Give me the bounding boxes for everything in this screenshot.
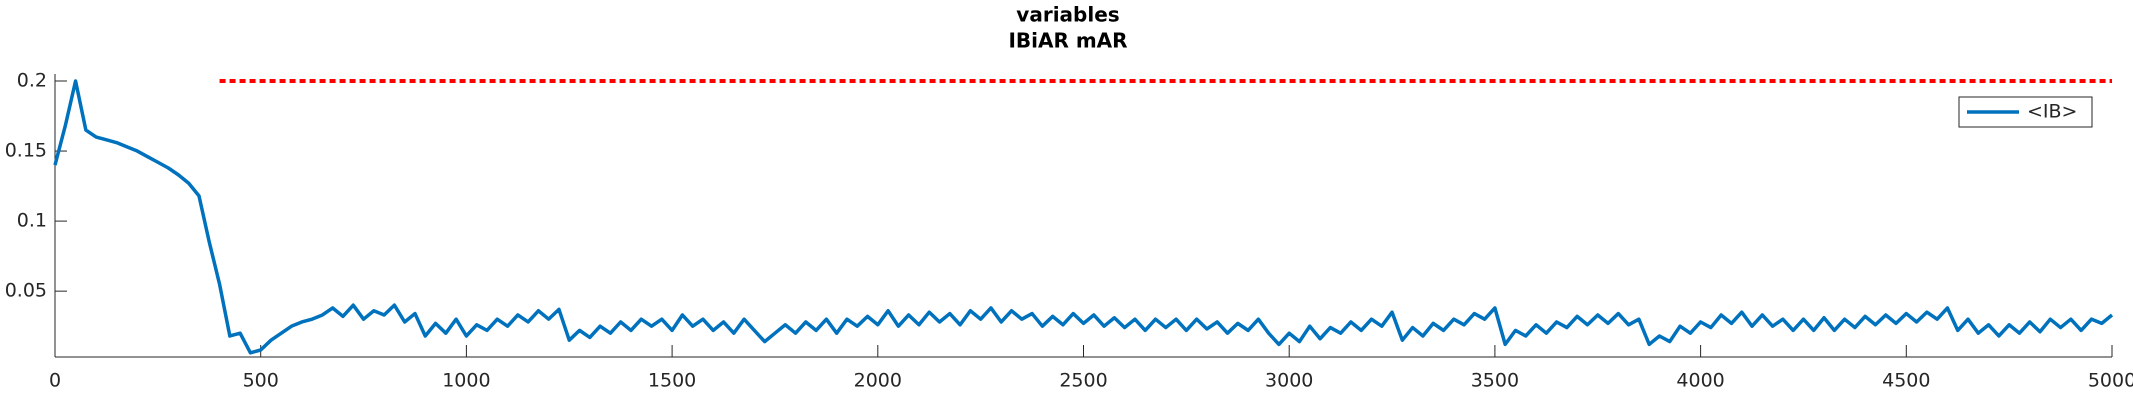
line (53, 79, 2114, 355)
chart-subtitle: IBiAR mAR (1008, 29, 1127, 53)
chart-title: variables (1016, 3, 1119, 27)
y-tick-label: 0.1 (17, 210, 47, 232)
x-tick-label: 5000 (2088, 370, 2133, 392)
x-tick-label: 0 (49, 370, 61, 392)
x-tick-label: 1000 (442, 370, 490, 392)
legend-label: <IB> (2027, 101, 2077, 123)
x-tick-label: 3500 (1471, 370, 1519, 392)
y-tick-label: 0.2 (17, 70, 47, 92)
x-tick-label: 4000 (1676, 370, 1724, 392)
x-tick-label: 500 (243, 370, 279, 392)
x-tick-label: 2000 (854, 370, 902, 392)
x-tick-label: 3000 (1265, 370, 1313, 392)
y-tick-label: 0.15 (5, 140, 47, 162)
y-tick-label: 0.05 (5, 280, 47, 302)
x-tick-label: 2500 (1059, 370, 1107, 392)
x-tick-label: 1500 (648, 370, 696, 392)
x-tick-label: 4500 (1882, 370, 1930, 392)
